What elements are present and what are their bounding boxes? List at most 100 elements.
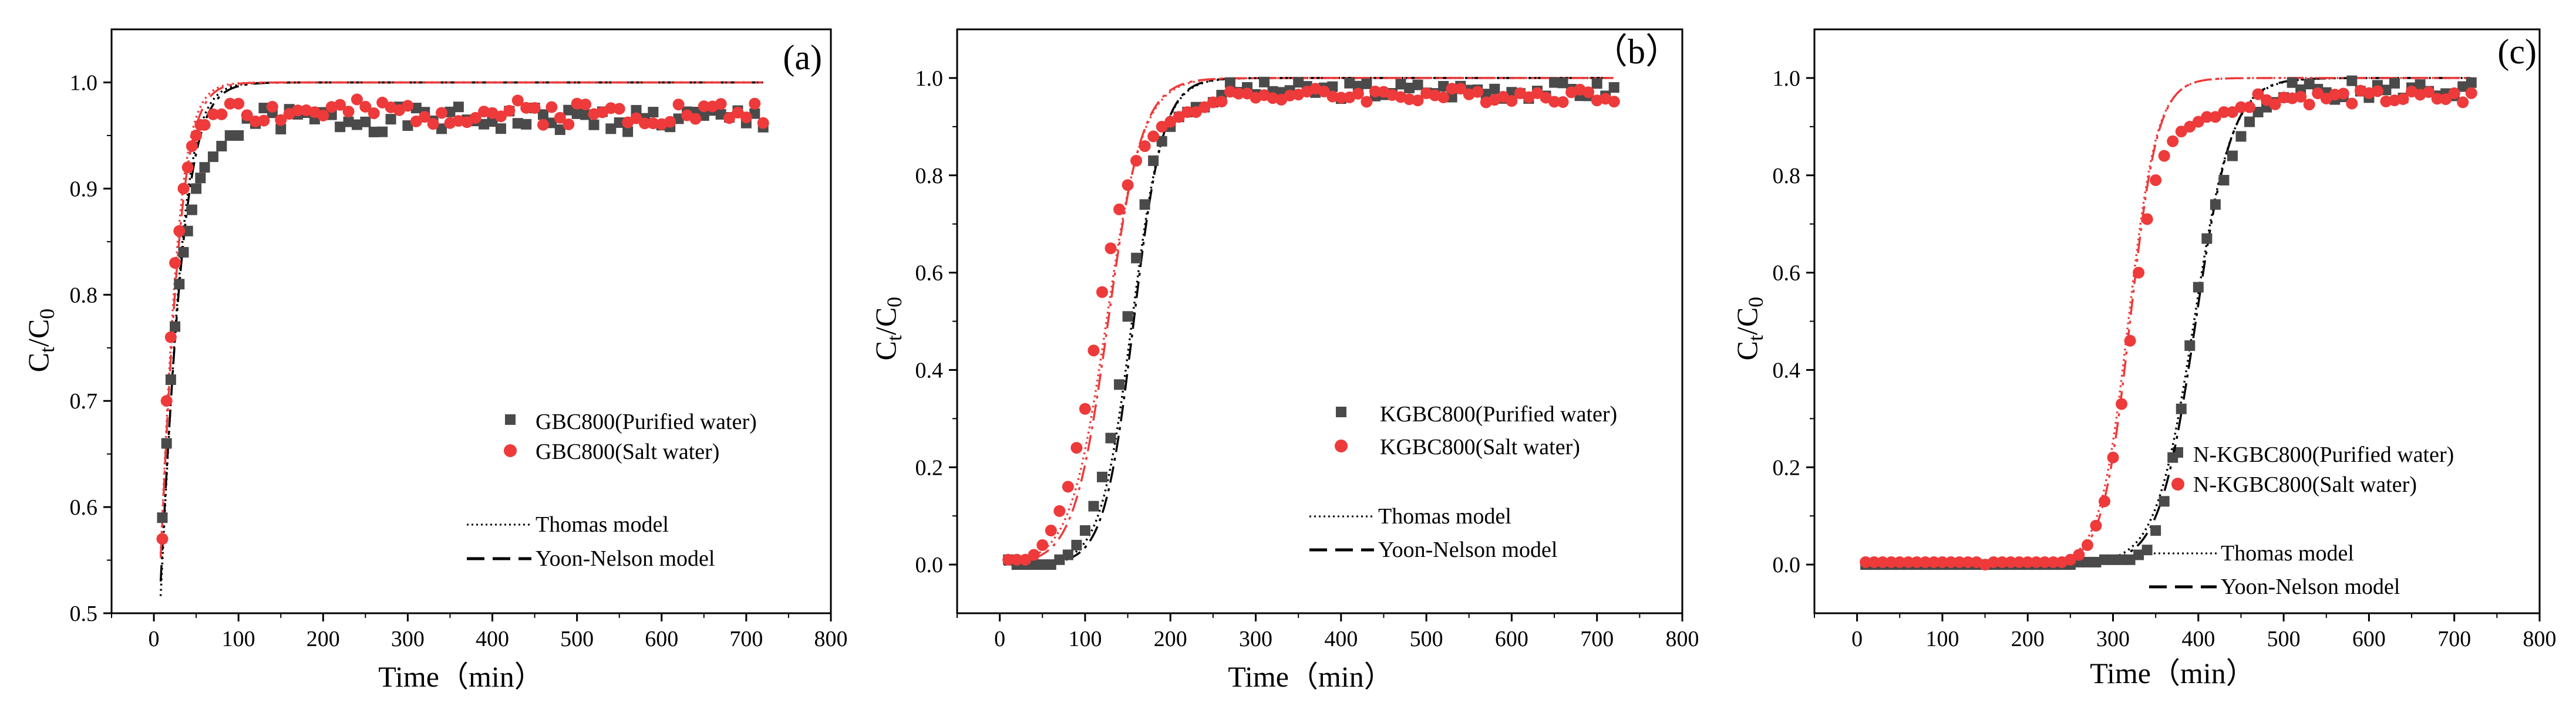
model-curve [159, 81, 763, 558]
data-point [2440, 93, 2452, 105]
x-tick-label: 0 [149, 627, 160, 651]
data-point [1207, 96, 1219, 109]
panel-a-ylabel: Ct/C0 [22, 309, 59, 373]
data-point [2184, 120, 2196, 133]
data-point [2371, 85, 2383, 97]
data-point [191, 183, 202, 194]
panel-b-ylabel: Ct/C0 [869, 297, 906, 361]
data-point [749, 108, 760, 119]
data-point [1868, 556, 1880, 568]
y-tick-label: 1.0 [70, 70, 98, 95]
data-point [1045, 559, 1056, 570]
data-point [1557, 96, 1569, 108]
data-point [1954, 556, 1965, 568]
y-tick-label: 0.8 [915, 164, 944, 188]
panel-c-ylabel-t: t [1744, 335, 1767, 341]
data-point [698, 100, 710, 113]
data-point [2287, 77, 2298, 88]
x-tick-label: 500 [560, 627, 594, 651]
data-point [2073, 549, 2085, 561]
data-point [2389, 77, 2400, 89]
data-point [402, 120, 413, 131]
x-tick-label: 100 [1925, 627, 1959, 651]
panel-c: (c) Time（min） Ct/C0 N-KGBC800(Purified w… [1730, 28, 2557, 690]
data-point [1087, 344, 1100, 357]
data-point [2013, 556, 2025, 568]
data-point [2090, 556, 2102, 567]
data-point [1549, 77, 1560, 88]
data-point [1438, 80, 1449, 92]
data-point [1318, 85, 1330, 97]
data-point [614, 117, 625, 128]
data-point [2218, 175, 2230, 186]
data-point [2226, 106, 2238, 118]
data-point [2064, 553, 2076, 566]
data-point [2278, 92, 2290, 104]
data-point [757, 117, 769, 129]
legend-thomas-label: Thomas model [2221, 541, 2354, 566]
y-tick-label: 0.4 [1773, 358, 1801, 383]
data-point [161, 438, 172, 449]
data-point [2380, 85, 2392, 96]
data-point [1198, 101, 1211, 113]
x-tick-label: 600 [1495, 627, 1528, 651]
data-point [1361, 96, 1373, 108]
data-point [2090, 519, 2102, 532]
legend-purified-label: N-KGBC800(Purified water) [2193, 442, 2454, 467]
data-point [2252, 106, 2264, 117]
data-point [1096, 286, 1108, 298]
data-point [160, 395, 173, 407]
data-point [2201, 111, 2213, 123]
data-point [368, 126, 379, 137]
data-point [216, 141, 227, 151]
data-point [1148, 155, 1159, 166]
data-point [605, 102, 617, 114]
data-point [233, 130, 244, 141]
data-point [2303, 99, 2315, 111]
data-point [715, 98, 727, 110]
data-point [1996, 556, 2008, 568]
data-point [664, 116, 676, 128]
data-point [436, 107, 448, 119]
data-point [1506, 87, 1517, 98]
panel-a-ylabel-c: C [22, 353, 55, 372]
data-point [554, 111, 566, 124]
data-point [2047, 556, 2059, 568]
data-point [2107, 451, 2119, 464]
data-point [174, 279, 185, 290]
legend-yn-label: Yoon-Nelson model [536, 546, 715, 571]
x-tick-label: 400 [476, 627, 509, 651]
data-point [385, 114, 396, 125]
data-point [1062, 549, 1073, 560]
data-point [2141, 213, 2153, 225]
data-point [1557, 77, 1568, 89]
data-point [1164, 116, 1177, 128]
data-point [613, 103, 625, 115]
data-point [445, 106, 456, 117]
data-point [2457, 81, 2469, 92]
x-tick-label: 500 [2267, 627, 2301, 651]
data-point [1070, 442, 1083, 454]
data-point [1919, 556, 1931, 568]
data-point [545, 101, 558, 113]
data-point [495, 123, 506, 134]
data-point [1608, 96, 1620, 108]
data-point [2312, 87, 2324, 99]
data-point [1894, 556, 1906, 568]
data-point [1130, 154, 1143, 167]
data-point [2099, 554, 2110, 565]
plot-frame [1813, 28, 2541, 614]
data-point [2192, 116, 2204, 128]
data-point [2209, 111, 2221, 123]
data-point [436, 123, 447, 134]
data-point [538, 109, 548, 120]
data-point [1215, 96, 1228, 108]
data-point [182, 225, 193, 236]
y-tick-label: 0.7 [70, 389, 98, 414]
legend-yn-label: Yoon-Nelson model [1378, 538, 1557, 562]
data-point [198, 119, 211, 131]
x-tick-label: 800 [2523, 627, 2557, 651]
data-point [1369, 85, 1381, 97]
data-point [2415, 79, 2426, 90]
data-point [1446, 83, 1458, 95]
